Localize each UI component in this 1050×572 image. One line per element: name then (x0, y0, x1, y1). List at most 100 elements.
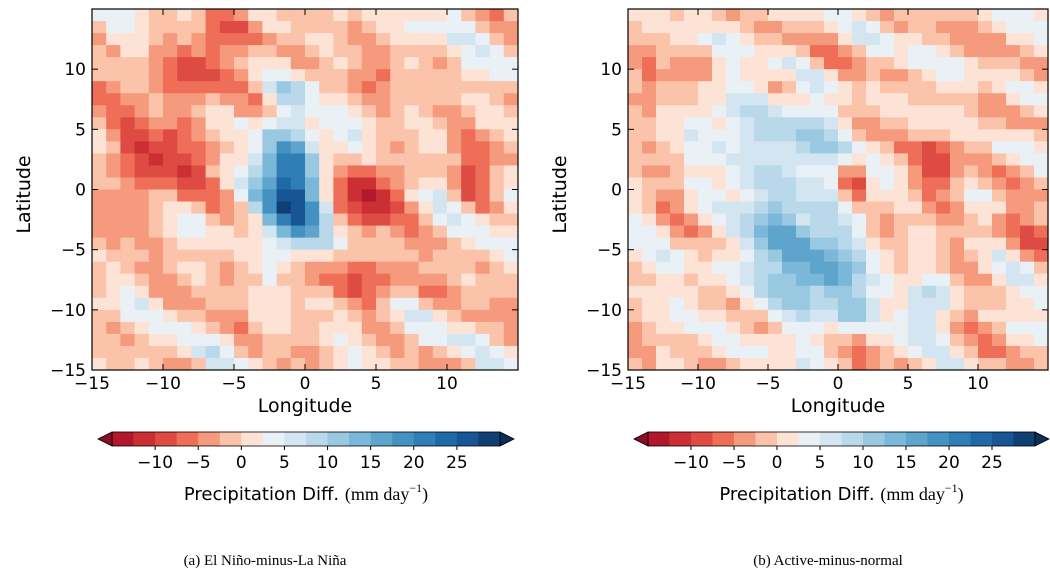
y-tick-label: 5 (611, 120, 622, 140)
heatmap-cell (219, 93, 235, 106)
heatmap-cell (276, 165, 292, 179)
heatmap-cell (880, 69, 895, 82)
heatmap-cell (248, 273, 263, 287)
heatmap-cell (740, 69, 755, 82)
heatmap-cell (92, 69, 107, 82)
heatmap-cell (447, 273, 462, 287)
chart-panel-b: −15 −10 −5 0 5 101050−5−10−15LongitudeLatitud… (549, 8, 1050, 569)
heatmap-cell (852, 33, 867, 46)
heatmap-cell (880, 189, 895, 203)
colorbar-tick-label: −10 (673, 453, 709, 473)
heatmap-cell (852, 333, 867, 347)
heatmap-cell (642, 33, 657, 46)
heatmap-cell (489, 45, 505, 58)
heatmap-cell (106, 213, 121, 227)
heatmap-cell (726, 177, 741, 191)
heatmap-cell (866, 177, 881, 191)
heatmap-cell (656, 153, 671, 167)
heatmap-cell (754, 69, 769, 82)
heatmap-cell (768, 201, 783, 215)
heatmap-cell (390, 9, 405, 10)
heatmap-cell (134, 105, 150, 118)
heatmap-cell (1034, 177, 1048, 191)
heatmap-cell (1020, 93, 1035, 106)
heatmap-cell (234, 45, 249, 58)
heatmap-cell (922, 105, 937, 118)
heatmap-cell (418, 261, 434, 275)
heatmap-cell (950, 93, 965, 106)
heatmap-cell (852, 69, 867, 82)
heatmap-cell (712, 57, 727, 70)
heatmap-cell (782, 57, 797, 70)
heatmap-cell (518, 57, 533, 70)
heatmap-cell (333, 9, 349, 10)
heatmap-cell (950, 237, 965, 251)
heatmap-cell (418, 249, 434, 263)
heatmap-cell (248, 321, 263, 335)
heatmap-cell (782, 21, 797, 34)
heatmap-cell (361, 141, 377, 154)
y-tick-label: 0 (75, 181, 86, 201)
heatmap-cell (628, 333, 643, 347)
heatmap-cell (290, 33, 306, 46)
heatmap-cell (219, 141, 235, 154)
heatmap-cell (1006, 105, 1021, 118)
heatmap-cell (992, 309, 1007, 323)
heatmap-cell (670, 345, 685, 359)
heatmap-cell (234, 225, 249, 239)
heatmap-cell (319, 165, 334, 179)
heatmap-cell (796, 165, 811, 179)
heatmap-cell (177, 297, 192, 311)
heatmap-cell (134, 357, 150, 370)
heatmap-cell (1006, 357, 1021, 370)
heatmap-cell (754, 261, 769, 275)
heatmap-cell (1020, 285, 1035, 299)
heatmap-cell (628, 309, 643, 323)
heatmap-cell (936, 165, 951, 179)
heatmap-cell (290, 273, 306, 287)
heatmap-cell (262, 201, 278, 215)
heatmap-cell (754, 93, 769, 106)
heatmap-cell (376, 69, 391, 82)
heatmap-cell (376, 249, 391, 263)
heatmap-cell (163, 333, 178, 347)
heatmap-cell (290, 45, 306, 58)
heatmap-cell (234, 237, 249, 251)
heatmap-cell (134, 261, 150, 275)
heatmap-cell (290, 297, 306, 311)
heatmap-cell (992, 57, 1007, 70)
heatmap-cell (894, 9, 909, 22)
heatmap-cell (936, 93, 951, 106)
heatmap-cell (248, 165, 263, 179)
colorbar-bin (241, 432, 264, 446)
heatmap-cell (908, 321, 923, 335)
heatmap-cell (1020, 153, 1035, 167)
heatmap-cell (712, 9, 727, 10)
heatmap-cell (754, 45, 769, 58)
heatmap-cell (518, 9, 533, 22)
heatmap-cell (908, 177, 923, 191)
heatmap-cell (503, 321, 518, 335)
heatmap-cell (475, 117, 491, 130)
heatmap-cell (205, 117, 221, 130)
heatmap-cell (234, 333, 249, 347)
heatmap-cell (418, 9, 434, 10)
heatmap-cell (684, 261, 699, 275)
heatmap-cell (191, 9, 207, 10)
heatmap-cell (1020, 33, 1035, 46)
heatmap-cell (838, 213, 853, 227)
heatmap-cell (205, 201, 221, 215)
heatmap-cell (120, 9, 136, 10)
colorbar-extend-high (499, 431, 515, 447)
heatmap-cell (726, 201, 741, 215)
heatmap-cell (191, 21, 207, 34)
heatmap-cell (740, 33, 755, 46)
colorbar-label: Precipitation Diff. (mm day−1) (719, 481, 963, 505)
heatmap-cell (418, 9, 434, 22)
heatmap-cell (447, 345, 462, 359)
heatmap-cell (712, 213, 727, 227)
heatmap-cell (684, 321, 699, 335)
heatmap-cell (978, 57, 993, 70)
heatmap-cell (390, 177, 405, 191)
heatmap-cell (838, 309, 853, 323)
